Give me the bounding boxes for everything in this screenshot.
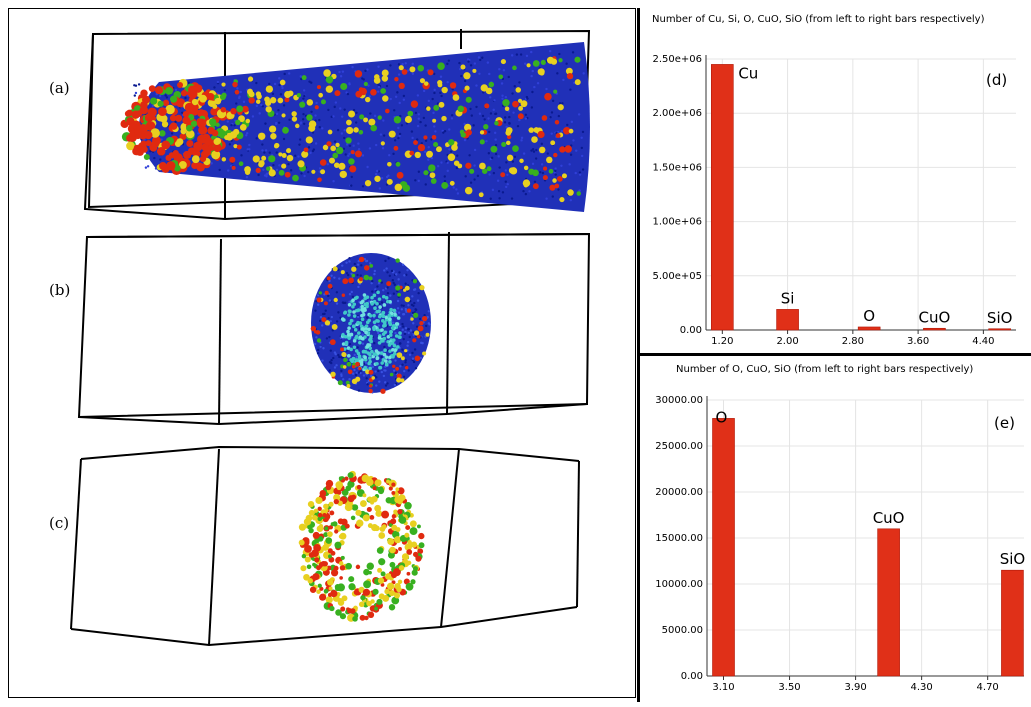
chart-e-title: Number of O, CuO, SiO (from left to righ…	[676, 364, 974, 375]
panel-c-box	[70, 445, 580, 647]
rod-body	[139, 42, 590, 212]
bar	[1001, 569, 1024, 677]
bar	[712, 418, 735, 677]
x-tick-label: 2.80	[842, 336, 864, 347]
bar	[923, 327, 946, 331]
y-tick-label: 20000.00	[655, 487, 703, 498]
panel-c-label: (c)	[49, 514, 70, 532]
chart-d: Number of Cu, Si, O, CuO, SiO (from left…	[640, 8, 1031, 353]
panel-b-label: (b)	[49, 281, 71, 299]
simulation-render	[70, 29, 591, 647]
simulation-panel: (a) (b) (c)	[8, 8, 636, 698]
panel-a-label: (a)	[49, 79, 70, 97]
x-tick-label: 2.00	[776, 336, 798, 347]
x-tick-label: 3.50	[778, 682, 800, 693]
bar	[857, 326, 881, 331]
x-tick-label: 3.90	[844, 682, 866, 693]
y-tick-label: 10000.00	[655, 579, 703, 590]
bar-label: O	[716, 408, 728, 426]
chart-e: Number of O, CuO, SiO (from left to righ…	[640, 356, 1031, 702]
bar-label: SiO	[987, 309, 1013, 327]
x-tick-label: 4.70	[977, 682, 999, 693]
y-tick-label: 30000.00	[655, 395, 703, 406]
y-tick-label: 25000.00	[655, 441, 703, 452]
y-tick-label: 2.50e+06	[652, 54, 702, 65]
bar	[877, 528, 900, 677]
panel-label: (d)	[986, 71, 1007, 89]
chart-d-plot: 0.00 5.00e+05 1.00e+06 1.50e+06 2.00e+06 2.50…	[652, 54, 1016, 347]
panel-c-atoms	[298, 470, 425, 622]
x-tick-label: 3.10	[712, 682, 734, 693]
bar-label: CuO	[919, 308, 951, 326]
y-tick-label: 0.00	[681, 671, 703, 682]
y-tick-label: 5000.00	[662, 625, 703, 636]
y-tick-label: 2.00e+06	[652, 108, 702, 119]
panel-label: (e)	[994, 414, 1015, 432]
horizontal-divider	[640, 353, 1031, 356]
bar-label: O	[863, 307, 875, 325]
bar-label: SiO	[1000, 550, 1026, 568]
y-tick-label: 0.00	[680, 325, 702, 336]
y-tick-label: 5.00e+05	[652, 271, 702, 282]
panel-b-atoms	[310, 253, 431, 394]
panel-a-atoms	[120, 42, 590, 212]
bar	[711, 64, 734, 331]
bar	[988, 328, 1011, 331]
panel-b-box	[77, 231, 591, 425]
x-tick-label: 4.30	[911, 682, 933, 693]
x-tick-label: 3.60	[907, 336, 929, 347]
y-tick-label: 15000.00	[655, 533, 703, 544]
bar-label: Si	[781, 289, 795, 307]
chart-d-title: Number of Cu, Si, O, CuO, SiO (from left…	[652, 14, 985, 25]
y-tick-label: 1.00e+06	[652, 217, 702, 228]
bar-label: CuO	[873, 509, 905, 527]
y-tick-label: 1.50e+06	[652, 162, 702, 173]
vertical-divider	[637, 8, 640, 702]
x-tick-label: 4.40	[972, 336, 994, 347]
x-tick-label: 1.20	[711, 336, 733, 347]
chart-e-plot: 0.00 5000.00 10000.00 15000.00 20000.00 25000…	[655, 395, 1026, 693]
bar-label: Cu	[738, 64, 758, 82]
bar	[776, 309, 799, 331]
